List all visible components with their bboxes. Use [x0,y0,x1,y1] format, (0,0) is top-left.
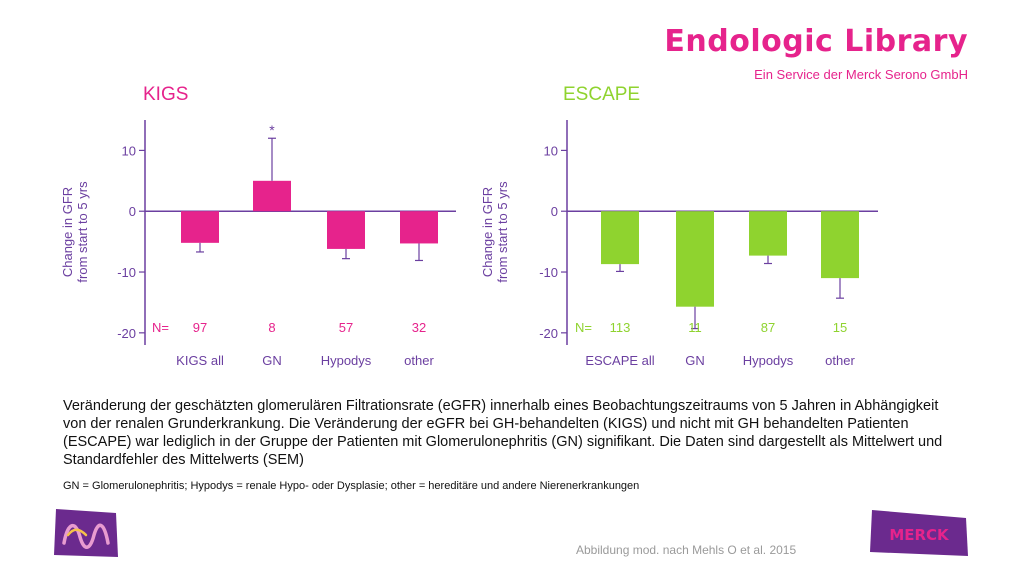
abbreviation-footnote: GN = Glomerulonephritis; Hypodys = renal… [63,480,640,492]
chart1-y-tick-label: -10 [539,265,558,280]
chart1-category-label: GN [685,353,705,368]
chart0-category-label: other [404,353,434,368]
merck-wordmark-logo: MERCK [866,508,972,563]
chart0-category-label: GN [262,353,282,368]
chart1-bar [749,211,787,256]
chart0-y-axis-label: Change in GFRfrom start to 5 yrs [60,181,90,283]
brand-title: Endologic Library [664,24,968,59]
chart1-n-value: 15 [833,320,847,335]
chart-title-kigs: KIGS [143,84,189,105]
chart0-bar [253,180,291,212]
chart1-category-label: Hypodys [743,353,794,368]
chart1-n-value: 87 [761,320,775,335]
chart-title-escape: ESCAPE [563,84,641,105]
svg-text:MERCK: MERCK [889,526,950,544]
chart0-category-label: KIGS all [176,353,224,368]
chart0-y-tick-label: -10 [117,265,136,280]
chart1-bar [676,211,714,307]
chart0-y-tick-label: -20 [117,326,136,341]
chart0-significance-star: * [269,122,275,138]
chart1-category-label: other [825,353,855,368]
chart1-n-value: 11 [688,320,702,335]
chart0-bar [181,211,219,243]
chart0-n-value: 32 [412,320,426,335]
chart0-n-value: 97 [193,320,207,335]
chart0-y-tick-label: 10 [122,143,136,158]
chart1-y-tick-label: 0 [551,204,558,219]
chart0-bar [400,211,438,244]
brand-tagline: Ein Service der Merck Serono GmbH [754,67,968,82]
chart1-n-value: 113 [610,320,631,335]
chart0-n-value: 57 [339,320,353,335]
figure-caption: Veränderung der geschätzten glomerulären… [63,398,943,468]
chart1-bar [821,211,859,279]
merck-emblem-logo [50,505,122,566]
chart1-bar [601,211,639,265]
chart0-n-value: 8 [268,320,275,335]
chart0-n-label: N= [152,320,169,335]
chart1-category-label: ESCAPE all [585,353,654,368]
chart0-bar [327,211,365,249]
charts-canvas: 10 0 -10 -20 Change in GFRfrom start to 5 yr… [60,120,878,368]
chart1-y-tick-label: -20 [539,326,558,341]
chart1-y-axis-label: Change in GFRfrom start to 5 yrs [480,181,510,283]
chart0-category-label: Hypodys [321,353,372,368]
chart1-n-label: N= [575,320,592,335]
source-citation: Abbildung mod. nach Mehls O et al. 2015 [576,543,797,557]
chart1-y-tick-label: 10 [544,143,558,158]
chart0-y-tick-label: 0 [129,204,136,219]
